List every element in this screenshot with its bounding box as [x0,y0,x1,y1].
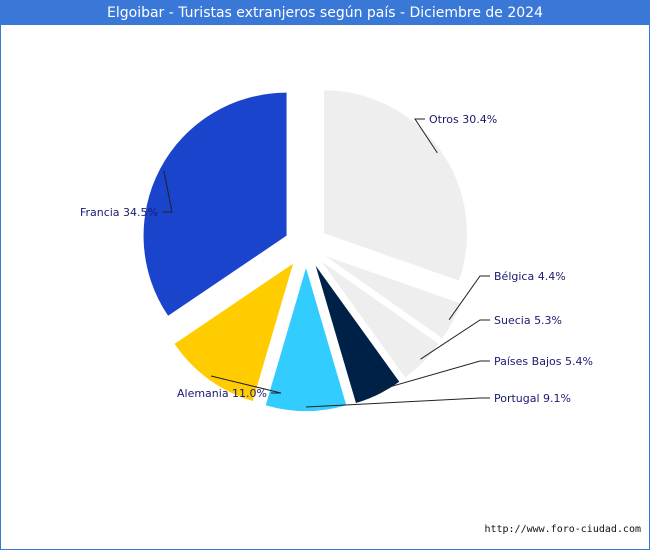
pie-slice-otros[interactable] [323,90,467,281]
pie-slices [143,90,467,411]
leader-line [420,319,490,360]
slice-label: Portugal 9.1% [494,392,571,405]
slice-label: Suecia 5.3% [494,314,562,327]
leader-line [305,397,490,408]
leader-line [210,375,282,394]
leader-line [448,275,490,320]
slice-label: Bélgica 4.4% [494,270,566,283]
slice-label: Alemania 11.0% [177,387,267,400]
slice-label: Otros 30.4% [429,113,497,126]
pie-slice-portugal[interactable] [265,268,347,411]
chart-title: Elgoibar - Turistas extranjeros según pa… [1,1,649,25]
leader-line [376,360,490,392]
pie-labels: Otros 30.4% Bélgica 4.4% Suecia 5.3% Países… [80,113,593,408]
pie-slice-países-bajos[interactable] [315,265,400,403]
leader-line [162,170,173,213]
slice-label: Francia 34.5% [80,206,158,219]
pie-slice-francia[interactable] [143,92,287,316]
pie-slice-suecia[interactable] [321,261,439,378]
leader-line [414,118,438,154]
slice-label: Países Bajos 5.4% [494,355,593,368]
source-url[interactable]: http://www.foro-ciudad.com [484,524,641,535]
pie-slice-alemania[interactable] [174,263,294,401]
pie-slice-bélgica[interactable] [325,256,461,339]
